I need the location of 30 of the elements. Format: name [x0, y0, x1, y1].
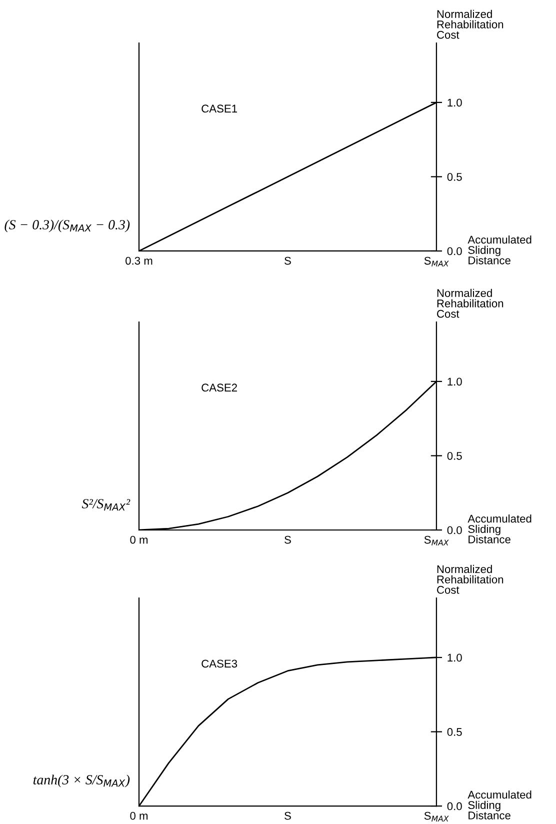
y-tick-label: 0.5 [447, 452, 462, 460]
text: (S − 0.3)/(S$_{MAX}$ − 0.3) [4, 220, 130, 232]
x-tick-label: 0 m [130, 536, 148, 544]
y-tick-label: 1.0 [448, 654, 462, 662]
y-axis-title: Normalized Rehabilitation Cost [437, 288, 504, 318]
x-tick-label: S [284, 812, 291, 820]
text: CASE1 [202, 104, 237, 113]
x-tick-label: 0.3 m [126, 256, 152, 265]
y-axis-title: Normalized Rehabilitation Cost [437, 10, 504, 39]
y-tick-label: 0.5 [447, 728, 462, 736]
text: CASE3 [202, 660, 238, 668]
y-tick-label: 0.0 [447, 802, 462, 810]
y-tick-label: 1.0 [448, 98, 462, 107]
x-axis-title: Accumulated Sliding Distance [468, 790, 532, 820]
text: S²/S$_{MAX}$² [82, 499, 130, 511]
x-tick-label: S [284, 536, 291, 544]
y-axis-title: Normalized Rehabilitation Cost [437, 564, 504, 594]
x-tick-label: S$_{MAX}$ [424, 536, 449, 546]
y-tick-label: 0.0 [447, 247, 462, 256]
y-tick-label: 0.0 [447, 526, 462, 534]
x-axis-title: Accumulated Sliding Distance [468, 514, 532, 544]
text: CASE2 [202, 384, 237, 392]
x-tick-label: S$_{MAX}$ [424, 812, 449, 822]
x-tick-label: S [284, 256, 291, 265]
y-tick-label: 1.0 [448, 378, 462, 386]
y-tick-label: 0.5 [447, 172, 462, 181]
x-tick-label: S$_{MAX}$ [424, 256, 449, 266]
x-tick-label: 0 m [130, 812, 148, 820]
text: tanh(3 × S/S$_{MAX}$) [33, 774, 130, 788]
x-axis-title: Accumulated Sliding Distance [468, 235, 532, 264]
